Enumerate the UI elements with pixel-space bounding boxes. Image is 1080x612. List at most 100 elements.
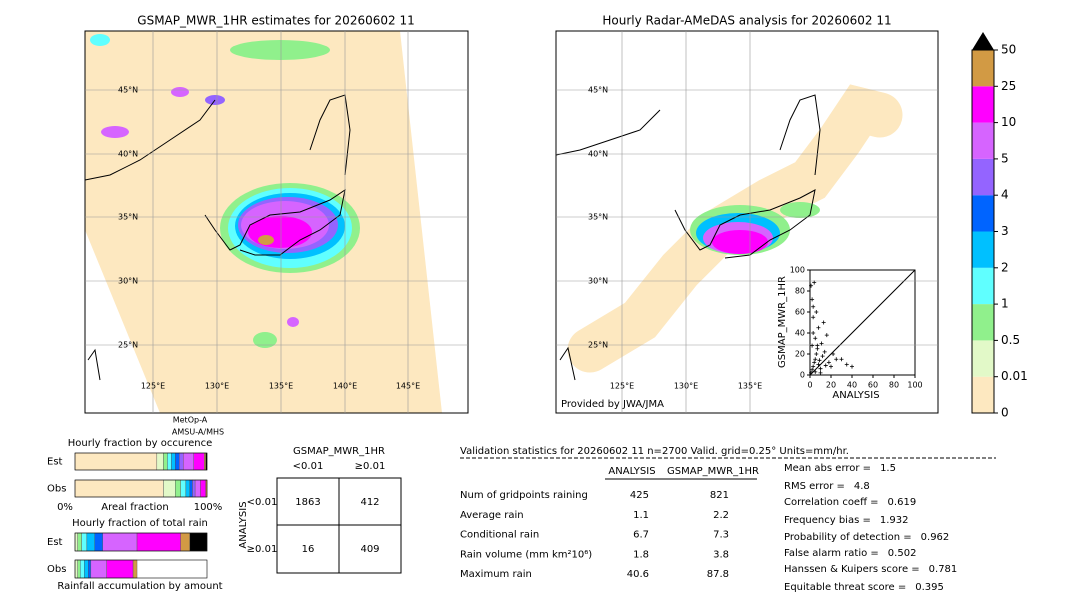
fraction-segment <box>90 559 107 579</box>
cell: 1863 <box>295 497 320 508</box>
stat-label: Maximum rain <box>460 569 532 580</box>
fraction-segment <box>180 479 187 498</box>
fraction-segment <box>200 479 206 498</box>
colorbar-label: 5 <box>1001 151 1009 165</box>
fraction-segment <box>167 452 172 471</box>
y-tick-label: 100 <box>790 266 805 275</box>
y-tick-label: 40 <box>795 329 805 338</box>
score-value: 0.395 <box>915 582 944 593</box>
lat-label: 45°N <box>118 86 138 95</box>
point <box>817 358 822 363</box>
stat-label: Conditional rain <box>460 530 539 541</box>
colorbar-segment <box>972 50 994 87</box>
fraction-segment <box>81 532 88 552</box>
stat-value: 6.7 <box>633 530 649 541</box>
point <box>839 357 844 362</box>
point <box>811 364 816 369</box>
point <box>810 343 815 348</box>
score-value: 4.8 <box>854 481 870 492</box>
lon-label: 135°E <box>269 382 293 391</box>
fraction-segment <box>106 559 134 579</box>
point <box>824 333 829 338</box>
colorbar-segment <box>972 376 994 413</box>
score-value: 0.962 <box>921 532 950 543</box>
point <box>811 315 816 320</box>
point <box>809 283 814 288</box>
row-label: Est <box>47 537 63 548</box>
x-tick-label: 80 <box>889 381 899 390</box>
lon-label: 125°E <box>141 382 165 391</box>
score-value: 0.781 <box>929 564 958 575</box>
bar-frame <box>74 452 208 471</box>
fraction-segment <box>77 532 82 552</box>
fraction-segment <box>84 559 89 579</box>
fraction-segment <box>94 532 103 552</box>
col-label: ≥0.01 <box>355 461 386 472</box>
cell: 409 <box>360 544 379 555</box>
y-tick-label: 80 <box>795 287 805 296</box>
point <box>822 349 827 354</box>
point <box>820 354 825 359</box>
score-value: 0.619 <box>888 497 917 508</box>
x-tick-label: 40 <box>847 381 857 390</box>
colorbar-label: 25 <box>1001 79 1016 93</box>
point <box>826 360 831 365</box>
colorbar-label: 4 <box>1001 188 1009 202</box>
left-map <box>84 30 469 414</box>
x-tick-label: 60 <box>868 381 878 390</box>
fraction-segment <box>132 559 138 579</box>
point <box>810 367 815 372</box>
axis-label: Areal fraction <box>101 502 168 513</box>
bar-frame <box>74 532 208 552</box>
row-title: ANALYSIS <box>238 501 249 548</box>
sensor: AMSU-A/MHS <box>172 428 224 437</box>
score-label: Correlation coeff = <box>784 497 879 508</box>
column-head: GSMAP_MWR_1HR <box>667 466 759 477</box>
stat-value: 821 <box>710 490 729 501</box>
fraction-segment <box>183 452 195 471</box>
bar-frame <box>74 479 208 498</box>
fraction-segment <box>80 559 85 579</box>
point <box>812 360 817 365</box>
bar-frame <box>74 559 208 579</box>
lon-label: 140°E <box>333 382 357 391</box>
lat-label: 30°N <box>118 277 138 286</box>
rain-area <box>690 202 820 255</box>
colorbar-label: 50 <box>1001 43 1016 57</box>
point <box>811 331 816 335</box>
row-label: Est <box>47 457 63 468</box>
score-label: Equitable threat score = <box>784 582 906 593</box>
cell: 412 <box>360 497 379 508</box>
point <box>821 320 826 325</box>
point <box>814 352 819 356</box>
panel-title: Hourly fraction by occurence <box>68 438 212 449</box>
fraction-segment <box>194 479 201 498</box>
colorbar-label: 2 <box>1001 260 1009 274</box>
colorbar-label: 10 <box>1001 115 1016 129</box>
stat-label: Num of gridpoints raining <box>460 490 588 501</box>
lon-label: 130°E <box>205 382 229 391</box>
point <box>809 370 814 375</box>
fraction-segment <box>77 559 81 579</box>
point <box>812 280 817 285</box>
fraction-segment <box>86 532 95 552</box>
cell: 16 <box>302 544 315 555</box>
lat-label: 40°N <box>118 150 138 159</box>
row-label: <0.01 <box>247 497 278 508</box>
score-label: False alarm ratio = <box>784 548 879 559</box>
point <box>819 341 824 346</box>
fraction-segment <box>74 479 164 498</box>
fraction-segment <box>102 532 138 552</box>
colorbar-segment <box>972 267 994 305</box>
lat-label: 35°N <box>118 213 138 222</box>
caption: Rainfall accumulation by amount <box>57 581 222 592</box>
row-label: Obs <box>47 484 66 495</box>
lat-label: 40°N <box>588 150 608 159</box>
radar-coverage <box>567 84 903 373</box>
col-label: <0.01 <box>293 461 324 472</box>
fraction-segment <box>136 532 181 552</box>
lat-label: 30°N <box>588 277 608 286</box>
colorbar-label: 1 <box>1001 297 1009 311</box>
stat-value: 40.6 <box>627 569 649 580</box>
